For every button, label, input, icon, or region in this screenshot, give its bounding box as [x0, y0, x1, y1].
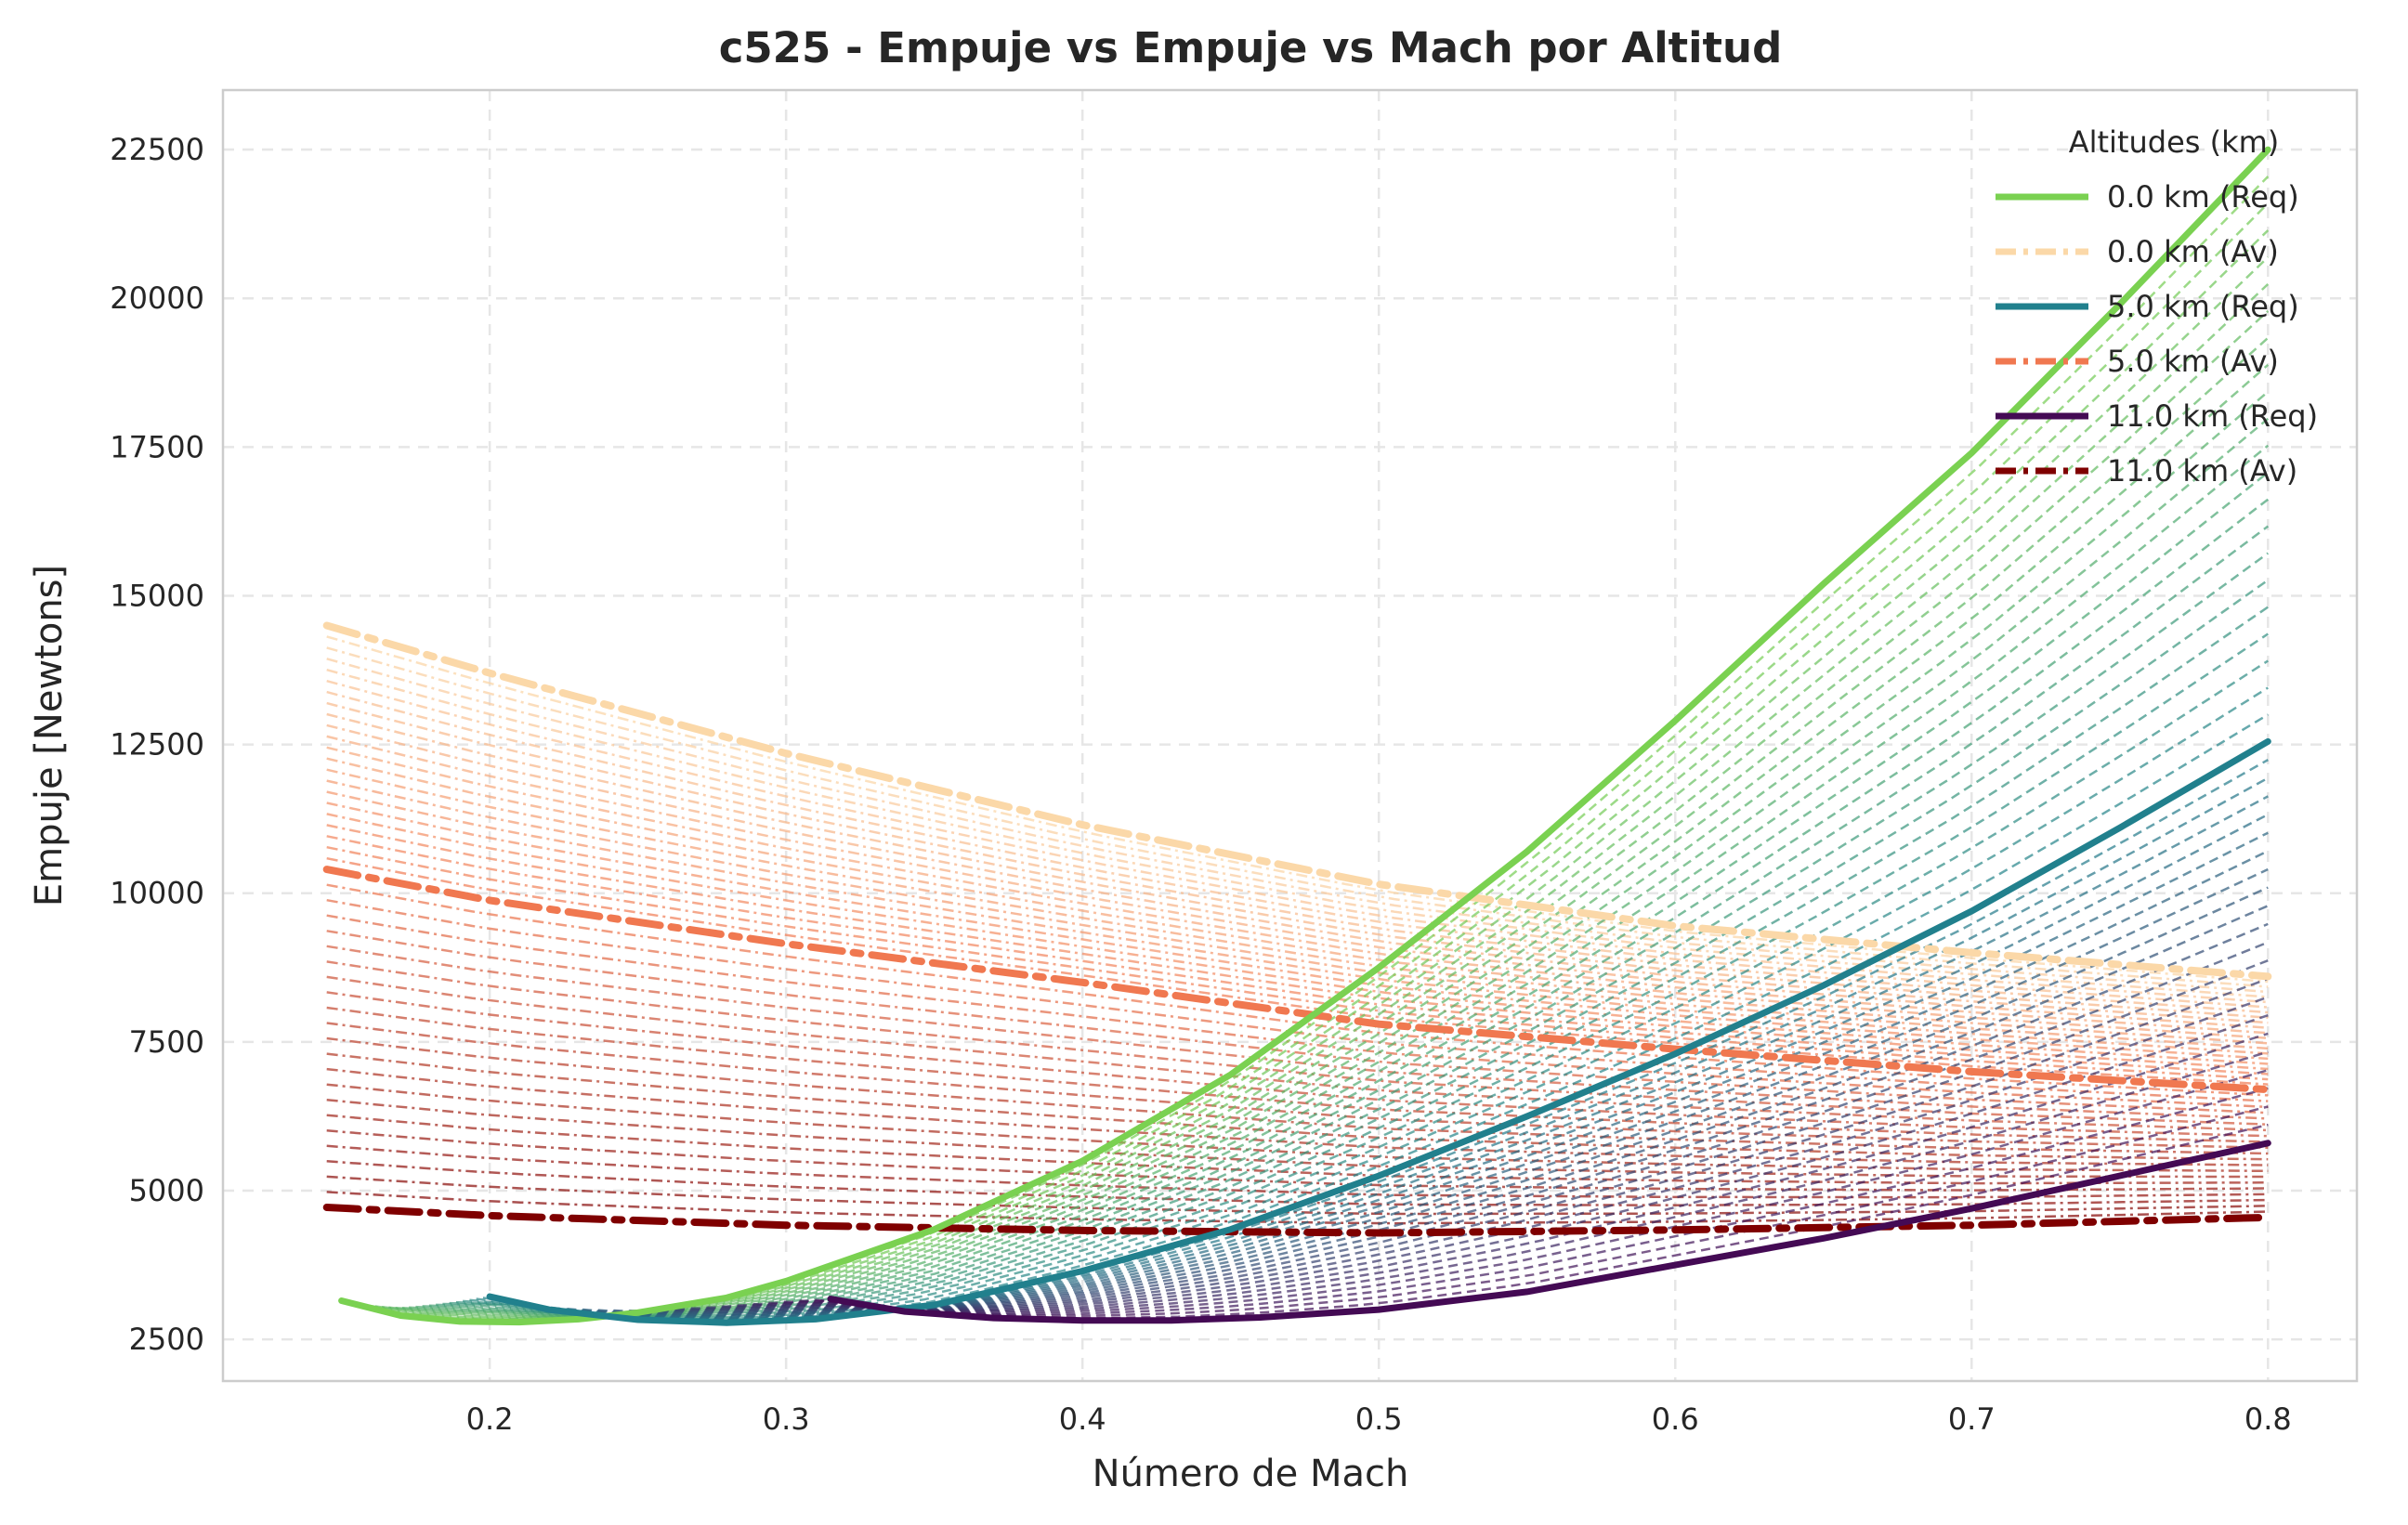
required-intermediate-curve [737, 1032, 2269, 1312]
required-intermediate-curve [374, 282, 2270, 1320]
available-intermediate-curve [326, 1036, 2269, 1155]
available-intermediate-curve [326, 1129, 2269, 1192]
required-intermediate-curve [388, 336, 2270, 1319]
legend-entry-label: 5.0 km (Req) [2107, 289, 2299, 324]
available-intermediate-curve [326, 790, 2269, 1055]
x-tick-label: 0.5 [1355, 1401, 1403, 1437]
available-intermediate-curve [326, 723, 2269, 1024]
available-intermediate-curve [326, 1144, 2269, 1199]
available-intermediate-curve [326, 845, 2269, 1081]
y-tick-label: 20000 [110, 280, 204, 316]
y-axis-ticks: 2500 5000 7500 10000 12500 15000 17500 20000 225… [110, 132, 204, 1357]
available-intermediate-curve [326, 802, 2269, 1061]
available-intermediate-curve [326, 679, 2269, 1004]
x-axis-ticks: 0.2 0.3 0.4 0.5 0.6 0.7 0.8 [466, 1401, 2292, 1437]
available-intermediate-curve [326, 945, 2269, 1120]
available-intermediate-curve [326, 1098, 2269, 1179]
y-tick-label: 15000 [110, 578, 204, 613]
y-tick-label: 5000 [129, 1173, 204, 1208]
legend: Altitudes (km) 0.0 km (Req) 0.0 km (Av) 5.… [1996, 124, 2318, 489]
legend-title: Altitudes (km) [2069, 124, 2280, 160]
available-intermediate-curve [326, 746, 2269, 1035]
y-tick-label: 2500 [129, 1322, 204, 1357]
available-intermediate-curve [326, 1114, 2269, 1185]
y-tick-label: 10000 [110, 876, 204, 911]
x-tick-label: 0.2 [466, 1401, 514, 1437]
y-tick-label: 7500 [129, 1024, 204, 1060]
required-intermediate-curve [675, 959, 2269, 1311]
legend-entries: 0.0 km (Req) 0.0 km (Av) 5.0 km (Req) 5.0 k… [1996, 179, 2318, 489]
chart-title: c525 - Empuje vs Empuje vs Mach por Alti… [719, 23, 1783, 72]
required-intermediate-curve [799, 1105, 2269, 1317]
available-intermediate-curve [326, 779, 2269, 1050]
y-tick-label: 17500 [110, 429, 204, 464]
series-lines [322, 146, 2272, 1326]
required-intermediate-curve [520, 776, 2269, 1322]
plot-area-border [221, 88, 2359, 1383]
required-intermediate-curve [660, 941, 2269, 1312]
y-tick-label: 12500 [110, 727, 204, 762]
available-intermediate-curve [326, 712, 2269, 1019]
legend-entry-label: 11.0 km (Req) [2107, 398, 2318, 434]
required-intermediate-curve [409, 417, 2270, 1318]
legend-entry-label: 5.0 km (Av) [2107, 344, 2279, 379]
intermediate-curves [326, 176, 2270, 1323]
required-intermediate-curve [752, 1050, 2269, 1313]
available-intermediate-curve [326, 1160, 2269, 1206]
available-intermediate-curve [326, 856, 2269, 1086]
available-intermediate-curve [326, 768, 2269, 1045]
required-intermediate-curve [442, 552, 2270, 1319]
available-intermediate-curve [326, 668, 2269, 998]
available-intermediate-curve [326, 735, 2269, 1029]
available-intermediate-curve [326, 646, 2269, 988]
available-intermediate-curve [326, 1022, 2269, 1149]
legend-entry-label: 0.0 km (Req) [2107, 179, 2299, 215]
available-intermediate-curve [326, 690, 2269, 1009]
x-tick-label: 0.3 [763, 1401, 810, 1437]
available-intermediate-curve [326, 1083, 2269, 1173]
x-tick-label: 0.6 [1652, 1401, 1699, 1437]
available-intermediate-curve [326, 1006, 2269, 1143]
available-intermediate-curve [326, 701, 2269, 1014]
y-axis-label: Empuje [Newtons] [28, 565, 71, 906]
series-line [322, 621, 2272, 981]
available-intermediate-curve [326, 824, 2269, 1071]
series-line [322, 866, 2272, 1094]
x-tick-label: 0.4 [1059, 1401, 1106, 1437]
legend-entry-label: 0.0 km (Av) [2107, 234, 2279, 269]
available-intermediate-curve [326, 835, 2269, 1075]
required-intermediate-curve [455, 606, 2270, 1320]
available-intermediate-curve [326, 930, 2269, 1114]
series-line [827, 1140, 2271, 1324]
series-line [338, 146, 2271, 1326]
y-tick-label: 22500 [110, 132, 204, 167]
required-intermediate-curve [415, 444, 2270, 1318]
legend-entry-label: 11.0 km (Av) [2107, 453, 2297, 489]
required-intermediate-curve [428, 498, 2270, 1318]
available-intermediate-curve [326, 658, 2269, 994]
x-tick-label: 0.7 [1948, 1401, 1996, 1437]
required-intermediate-curve [768, 1068, 2269, 1315]
available-intermediate-curve [326, 960, 2269, 1126]
required-intermediate-curve [783, 1087, 2269, 1316]
required-intermediate-curve [347, 176, 2270, 1323]
available-intermediate-curve [326, 635, 2269, 984]
series-line [486, 737, 2271, 1326]
available-intermediate-curve [326, 757, 2269, 1040]
x-axis-label: Número de Mach [1093, 1453, 1409, 1495]
available-intermediate-curve [326, 898, 2269, 1102]
x-tick-label: 0.8 [2244, 1401, 2292, 1437]
required-intermediate-curve [582, 850, 2269, 1318]
